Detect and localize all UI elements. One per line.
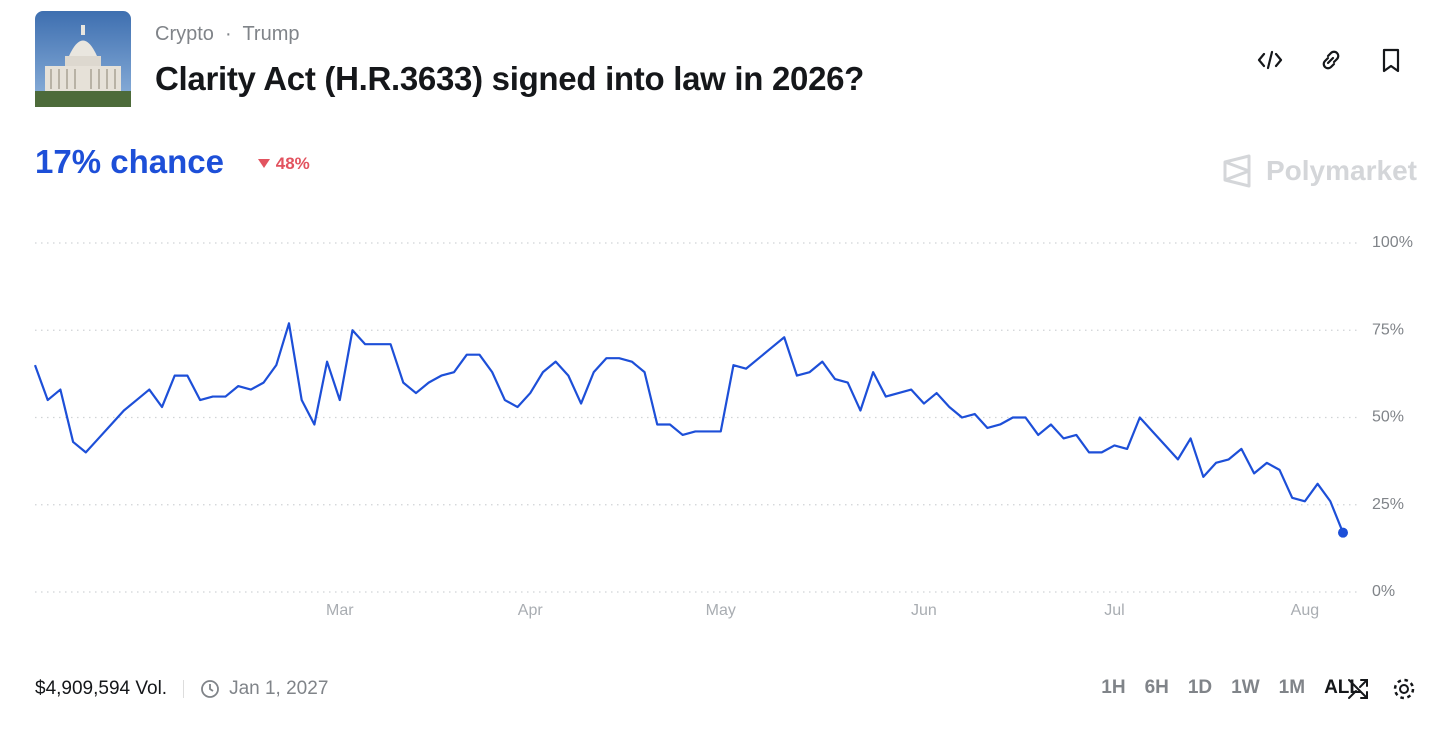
chance: 17% chance [35, 143, 224, 180]
embed-button[interactable] [1257, 50, 1283, 70]
breadcrumb: Crypto · Trump [155, 23, 300, 45]
volume: $4,909,594 Vol. [35, 678, 168, 699]
y-tick-label: 75% [1372, 321, 1404, 338]
x-tick-label: Apr [518, 602, 544, 619]
market-image [35, 11, 131, 107]
brand: Polymarket [1222, 154, 1417, 188]
range-button[interactable]: 1H [1101, 677, 1126, 698]
range-button[interactable]: 6H [1144, 677, 1169, 698]
down-arrow [258, 159, 270, 168]
market-title: Clarity Act (H.R.3633) signed into law i… [155, 60, 865, 97]
brand-logo [1223, 154, 1251, 188]
link-button[interactable] [1322, 50, 1340, 70]
y-tick-label: 0% [1372, 583, 1395, 600]
x-tick-label: Mar [326, 602, 354, 619]
current-point [1338, 527, 1348, 538]
x-tick-label: May [706, 602, 736, 619]
change-value: 48% [275, 154, 310, 173]
range-button[interactable]: 1D [1187, 677, 1213, 698]
clock-icon [201, 680, 219, 698]
end-date: Jan 1, 2027 [229, 678, 329, 699]
settings-button[interactable] [1393, 678, 1415, 700]
brand-name: Polymarket [1266, 155, 1417, 186]
breadcrumb-item[interactable]: Trump [242, 23, 300, 45]
x-tick-label: Jun [911, 602, 937, 619]
change: 48% [257, 154, 310, 174]
bookmark-button[interactable] [1382, 48, 1400, 73]
y-tick-label: 25% [1372, 496, 1404, 513]
x-tick-label: Aug [1291, 602, 1319, 619]
divider [183, 680, 185, 698]
toolbar [1257, 48, 1400, 73]
compare-button[interactable] [1348, 679, 1368, 699]
y-tick-label: 50% [1372, 409, 1404, 426]
range-selector: 1H 6H 1D 1W 1M ALL [1082, 677, 1361, 699]
footer-info: $4,909,594 Vol. Jan 1, 2027 [35, 678, 328, 700]
y-tick-label: 100% [1372, 234, 1413, 251]
chart-tools [1348, 678, 1415, 700]
x-tick-label: Jul [1104, 602, 1124, 619]
range-button[interactable]: 1W [1231, 677, 1260, 698]
price-line [33, 322, 1345, 534]
range-button[interactable]: 1M [1278, 677, 1306, 698]
breadcrumb-item[interactable]: Crypto [155, 23, 214, 45]
